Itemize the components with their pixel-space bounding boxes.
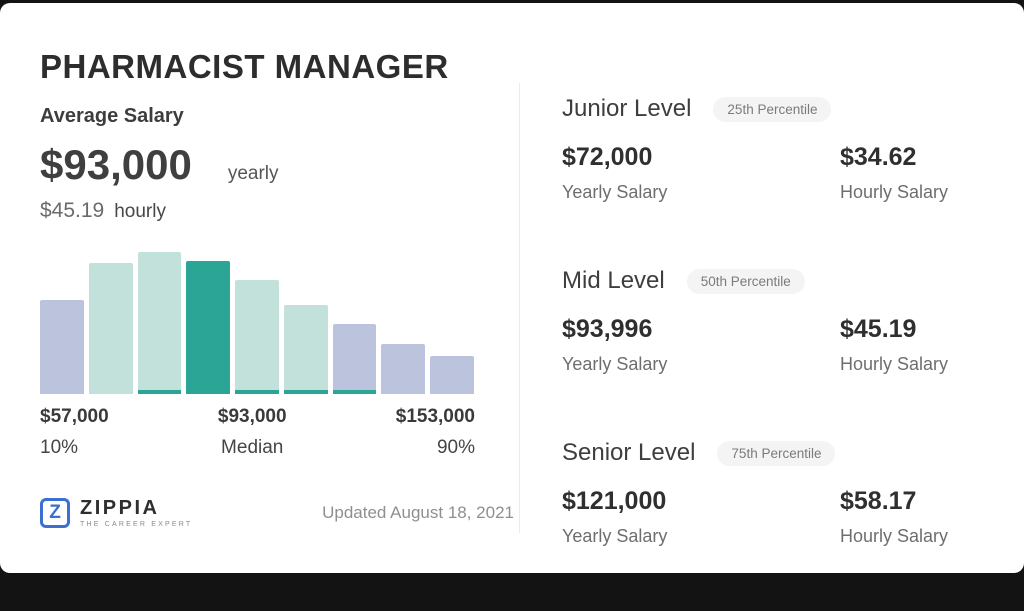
chart-bar-1 [40,300,84,394]
percentile-10-label: $57,000 10% [40,406,109,459]
zippia-logo-icon: Z [40,498,70,528]
median-label: $93,000 Median [218,406,287,459]
senior-hourly-cell: $58.17 Hourly Salary [840,487,992,547]
junior-yearly-value: $72,000 [562,143,653,171]
junior-level-section: Junior Level 25th Percentile $72,000 Yea… [562,95,992,203]
senior-level-section: Senior Level 75th Percentile $121,000 Ye… [562,439,992,547]
mid-yearly-value: $93,996 [562,315,653,343]
mid-hourly-cell: $45.19 Hourly Salary [840,315,992,375]
senior-hourly-label: Hourly Salary [840,526,949,546]
junior-yearly-cell: $72,000 Yearly Salary [562,143,840,203]
chart-bar-4 [186,260,231,394]
percentile-90-label: $153,000 90% [396,406,475,459]
chart-bar-6 [283,304,328,394]
average-hourly-row: $45.19 hourly [40,199,166,223]
chart-axis-labels: $57,000 10% $93,000 Median $153,000 90% [40,406,475,459]
junior-level-values: $72,000 Yearly Salary $34.62 Hourly Sala… [562,143,992,203]
zippia-logo-tagline: THE CAREER EXPERT [80,521,193,528]
chart-bar-8 [381,344,426,394]
zippia-logo: Z ZIPPIA THE CAREER EXPERT [40,498,192,528]
junior-level-name: Junior Level [562,95,692,122]
mid-yearly-cell: $93,996 Yearly Salary [562,315,840,375]
mid-hourly-value: $45.19 [840,315,917,343]
average-yearly-value: $93,000 [40,141,192,188]
average-hourly-value: $45.19 [40,199,105,222]
junior-hourly-label: Hourly Salary [840,182,949,202]
mid-level-values: $93,996 Yearly Salary $45.19 Hourly Sala… [562,315,992,375]
senior-level-name: Senior Level [562,439,696,466]
mid-hourly-label: Hourly Salary [840,354,949,374]
card-footer: Z ZIPPIA THE CAREER EXPERT Updated Augus… [40,498,514,528]
percentile-90-caption: 90% [436,437,475,458]
average-salary-heading: Average Salary [40,105,184,127]
salary-distribution-chart [40,252,475,394]
chart-bar-5 [235,280,279,394]
updated-date: Updated August 18, 2021 [322,503,514,522]
vertical-divider [519,83,520,533]
experience-levels-panel: Junior Level 25th Percentile $72,000 Yea… [562,95,992,611]
senior-level-header: Senior Level 75th Percentile [562,439,992,467]
mid-level-section: Mid Level 50th Percentile $93,996 Yearly… [562,267,992,375]
zippia-logo-text: ZIPPIA THE CAREER EXPERT [80,498,192,528]
senior-percentile-badge: 75th Percentile [717,440,836,466]
median-caption: Median [221,437,284,458]
average-yearly-row: $93,000 yearly [40,141,279,189]
junior-hourly-value: $34.62 [840,143,917,171]
percentile-10-caption: 10% [40,437,79,458]
page-title: PHARMACIST MANAGER [40,48,449,85]
median-value: $93,000 [217,406,287,427]
senior-level-values: $121,000 Yearly Salary $58.17 Hourly Sal… [562,487,992,547]
senior-yearly-value: $121,000 [562,487,667,515]
junior-yearly-label: Yearly Salary [562,182,668,202]
junior-level-header: Junior Level 25th Percentile [562,95,992,123]
chart-bar-2 [88,263,133,394]
salary-card: PHARMACIST MANAGER Average Salary $93,00… [0,3,1024,573]
percentile-10-value: $57,000 [40,406,109,427]
senior-yearly-label: Yearly Salary [562,526,668,546]
chart-bar-9 [430,355,475,394]
mid-yearly-label: Yearly Salary [562,354,668,374]
junior-percentile-badge: 25th Percentile [713,96,832,122]
mid-level-name: Mid Level [562,267,665,294]
average-yearly-unit: yearly [227,163,279,184]
zippia-logo-name: ZIPPIA [80,497,160,519]
mid-percentile-badge: 50th Percentile [686,268,805,294]
senior-hourly-value: $58.17 [840,487,917,515]
junior-hourly-cell: $34.62 Hourly Salary [840,143,992,203]
senior-yearly-cell: $121,000 Yearly Salary [562,487,840,547]
chart-bar-7 [332,324,377,394]
mid-level-header: Mid Level 50th Percentile [562,267,992,295]
average-hourly-unit: hourly [114,201,166,222]
chart-bar-3 [137,252,182,394]
percentile-90-value: $153,000 [395,406,475,427]
